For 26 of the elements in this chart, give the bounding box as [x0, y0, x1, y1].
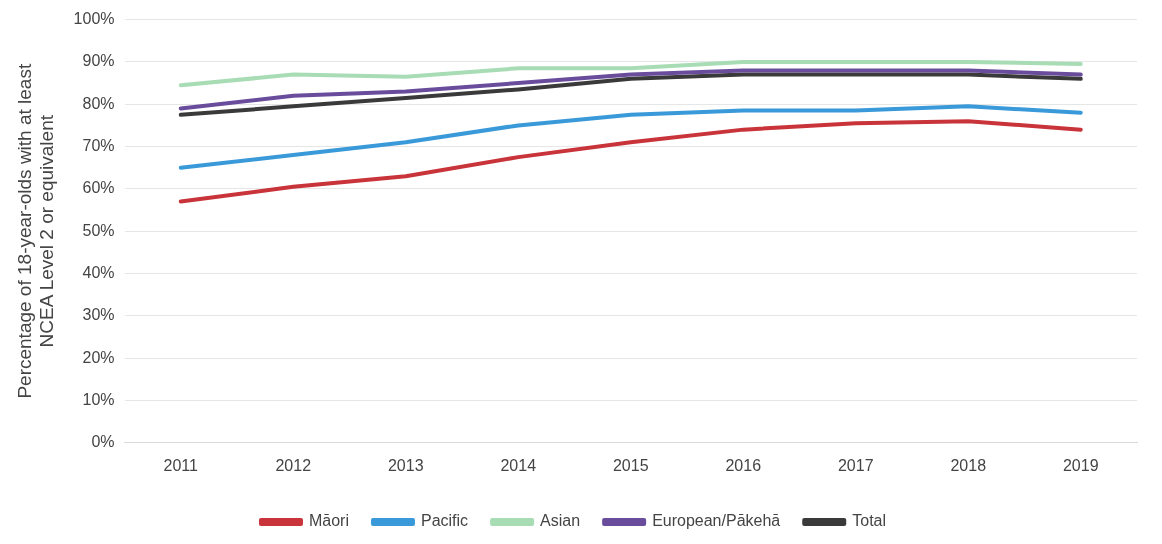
y-tick-label: 50%: [82, 221, 115, 239]
y-tick-label: 30%: [82, 306, 115, 324]
y-tick-label: 40%: [82, 263, 115, 281]
x-tick-label: 2013: [387, 456, 424, 474]
x-tick-label: 2015: [612, 456, 649, 474]
y-tick-label: 20%: [82, 348, 115, 366]
y-tick-label: 10%: [82, 390, 115, 408]
y-tick-label: 0%: [91, 433, 115, 451]
y-tick-label: 60%: [82, 179, 115, 197]
legend-label: European/Pākehā: [652, 512, 781, 530]
x-tick-label: 2016: [725, 456, 762, 474]
legend-label: Total: [852, 512, 887, 530]
x-tick-label: 2012: [275, 456, 312, 474]
y-tick-label: 80%: [82, 94, 115, 112]
legend-label: Pacific: [420, 512, 469, 530]
y-tick-label: 100%: [73, 10, 115, 28]
y-axis-title: Percentage of 18-year-olds with at least NCEA Level 2 or equivalent: [13, 63, 58, 399]
y-tick-label: 70%: [82, 136, 115, 154]
y-tick-label: 90%: [82, 52, 115, 70]
legend-label: Asian: [540, 512, 581, 530]
legend-label: Māori: [308, 512, 349, 530]
x-tick-label: 2019: [1062, 456, 1099, 474]
x-tick-label: 2018: [950, 456, 987, 474]
x-tick-label: 2011: [163, 456, 199, 474]
x-tick-label: 2014: [500, 456, 537, 474]
x-tick-label: 2017: [837, 456, 874, 474]
